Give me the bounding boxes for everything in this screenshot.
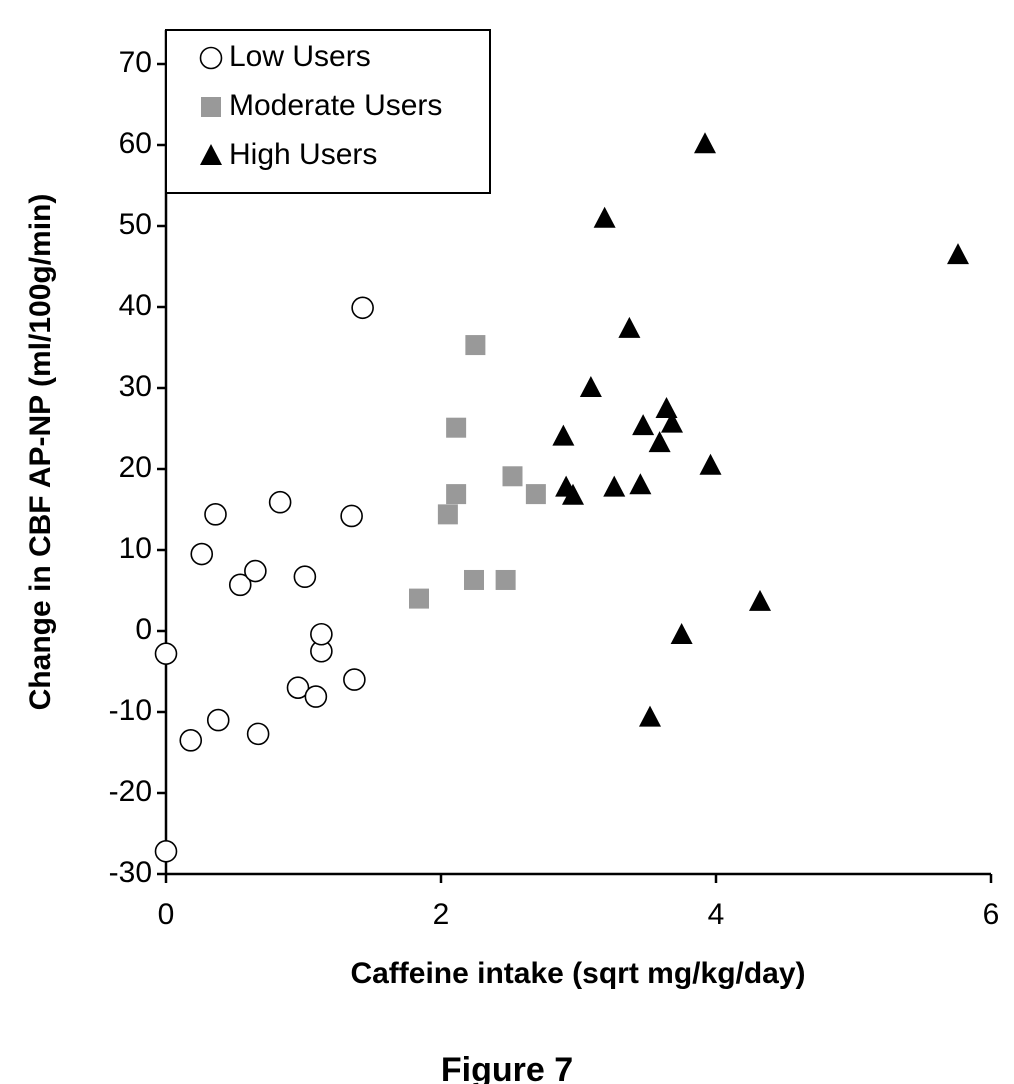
point xyxy=(154,840,178,863)
y-tick-label: 70 xyxy=(119,46,152,79)
point xyxy=(552,424,575,446)
point xyxy=(206,708,230,732)
point xyxy=(749,589,771,611)
point xyxy=(154,642,178,665)
x-tick-label: 4 xyxy=(708,898,725,931)
y-tick-label: -30 xyxy=(109,856,152,889)
point xyxy=(694,132,716,154)
point xyxy=(228,573,252,597)
point xyxy=(562,483,584,505)
point xyxy=(437,504,458,525)
figure-title: Figure 7 xyxy=(441,1051,573,1084)
point xyxy=(661,411,683,433)
x-tick-label: 6 xyxy=(983,898,1000,931)
point xyxy=(246,722,270,746)
point xyxy=(525,484,546,505)
legend-marker xyxy=(201,97,221,117)
point xyxy=(699,453,722,475)
y-tick-label: 20 xyxy=(119,451,152,484)
point xyxy=(304,685,328,708)
point xyxy=(190,542,214,566)
point xyxy=(446,417,467,438)
point xyxy=(632,414,655,436)
point xyxy=(409,588,429,609)
legend-marker xyxy=(199,46,223,70)
x-tick-label: 2 xyxy=(433,898,450,931)
point xyxy=(579,376,602,397)
point xyxy=(293,565,317,589)
point xyxy=(670,623,693,645)
point xyxy=(618,316,641,338)
point xyxy=(204,503,227,526)
x-tick-label: 0 xyxy=(158,898,175,931)
point xyxy=(495,569,516,590)
point xyxy=(286,676,310,700)
point xyxy=(244,559,267,583)
y-tick-label: 0 xyxy=(135,613,152,646)
legend-marker xyxy=(200,144,222,165)
point xyxy=(343,668,366,691)
legend-label: High Users xyxy=(229,138,377,171)
point xyxy=(351,296,374,320)
point xyxy=(593,206,616,228)
y-tick-label: -20 xyxy=(109,775,152,808)
point xyxy=(629,473,652,495)
y-axis-label: Change in CBF AP-NP (ml/100g/min) xyxy=(24,194,57,711)
point xyxy=(310,622,333,646)
y-tick-label: 30 xyxy=(119,370,152,403)
y-tick-label: 60 xyxy=(119,127,152,160)
point xyxy=(340,504,363,528)
legend-label: Moderate Users xyxy=(229,89,442,122)
y-tick-label: -10 xyxy=(109,694,152,727)
point xyxy=(464,569,484,590)
point xyxy=(268,490,292,514)
point xyxy=(947,243,969,265)
x-axis-label: Caffeine intake (sqrt mg/kg/day) xyxy=(350,957,805,990)
point xyxy=(639,705,661,727)
point xyxy=(648,431,671,453)
legend-label: Low Users xyxy=(229,40,371,73)
point xyxy=(603,475,626,497)
y-tick-label: 10 xyxy=(119,532,152,565)
y-tick-label: 40 xyxy=(119,289,152,322)
point xyxy=(502,466,523,487)
point xyxy=(179,729,203,752)
point xyxy=(465,335,486,356)
y-tick-label: 50 xyxy=(119,208,152,241)
point xyxy=(655,397,678,419)
point xyxy=(446,484,467,505)
